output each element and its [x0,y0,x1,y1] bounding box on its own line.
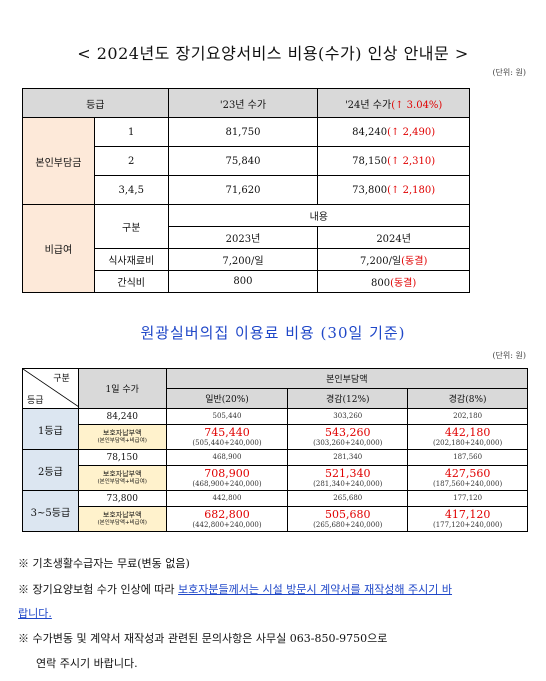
value-2023: 71,620 [167,175,319,205]
increase-rate: (↑ 3.04%) [391,99,443,111]
nonpay-category: 구분 [93,204,169,249]
nonpay-value-2023: 800 [167,270,319,293]
nonpay-header-row: 비급여 구분 내용 [22,204,471,293]
nonpay-value-2023: 7,200/일 [167,248,319,271]
nonpay-item: 간식비 [93,270,169,293]
note-2: ※ 장기요양보험 수가 인상에 따라 보호자분들께서는 시설 방문시 계약서를 … [18,583,453,596]
unit-label: (단위: 원) [492,68,526,77]
base-amount: 202,180 [407,408,528,425]
table-row: 보호자납부액 (본인부담액+비급여) 708,900 (468,900+240,00… [23,465,528,491]
base-amount: 187,560 [407,449,528,466]
daily-fee: 73,800 [77,490,167,507]
col-reduced-12: 경감(12%) [287,388,409,409]
nonpay-row: 식사재료비 7,200/일 7,200/일(동결) [23,248,470,271]
note-2-cont: 랍니다. [18,607,52,620]
table-row: 보호자납부액 (본인부담액+비급여) 745,440 (505,440+240,00… [23,424,528,450]
freeze-note: (동결) [390,278,417,289]
header-2023: '23년 수가 [167,88,319,118]
guardian-pay: 708,900 (468,900+240,000) [165,465,289,491]
note-2-underline: 보호자분들께서는 시설 방문시 계약서를 재작성해 주시기 바 [178,583,453,596]
header-2024: '24년 수가(↑ 3.04%) [317,88,470,118]
guardian-pay: 505,680 (265,680+240,000) [287,506,409,532]
daily-header: 1일 수가 [77,368,167,409]
guardian-label: 보호자납부액 (본인부담액+비급여) [77,424,167,450]
value-2024: 78,150(↑ 2,310) [317,146,470,176]
base-amount: 177,120 [407,490,528,507]
grade-label: 3~5등급 [22,490,79,532]
nonpay-2023: 2023년 [167,226,319,249]
value-2024: 84,240(↑ 2,490) [317,117,470,147]
nonpay-year-row: 2023년 2024년 [23,226,470,249]
nonpay-2024: 2024년 [317,226,470,249]
unit-label: (단위: 원) [492,351,526,360]
guardian-pay: 427,560 (187,560+240,000) [407,465,528,491]
base-amount: 265,680 [287,490,409,507]
daily-fee: 84,240 [77,408,167,425]
corner-top: 구분 [53,374,70,384]
nonpay-item: 식사재료비 [93,248,169,271]
value-2023: 75,840 [167,146,319,176]
daily-fee: 78,150 [77,449,167,466]
note-3: ※ 수가변동 및 계약서 재작성과 관련된 문의사항은 사무실 063-850-… [18,632,388,645]
guardian-label: 보호자납부액 (본인부담액+비급여) [77,506,167,532]
diff: (↑ 2,490) [387,126,436,138]
grade-cell: 2 [93,146,169,176]
guardian-pay: 521,340 (281,340+240,000) [287,465,409,491]
cost-header-row: 구분 등급 1일 수가 본인부담액 [22,368,529,409]
guardian-pay: 543,260 (303,260+240,000) [287,424,409,450]
grade-cell: 1 [93,117,169,147]
base-amount: 281,340 [287,449,409,466]
self-pay-label: 본인부담금 [22,117,95,205]
value-2023: 81,750 [167,117,319,147]
guardian-pay: 745,440 (505,440+240,000) [165,424,289,450]
grade-label: 1등급 [22,408,79,450]
nonpay-row: 간식비 800 800(동결) [23,270,470,293]
note-3-cont: 연락 주시기 바랍니다. [36,657,138,670]
diagonal-line [23,369,79,407]
grade-cell: 3,4,5 [93,175,169,205]
col-reduced-8: 경감(8%) [407,388,528,409]
guardian-pay: 682,800 (442,800+240,000) [165,506,289,532]
value-2024: 73,800(↑ 2,180) [317,175,470,205]
grade-label: 2등급 [22,449,79,491]
fee-table-header: 등급 '23년 수가 '24년 수가(↑ 3.04%) [22,88,470,118]
fee-table: 등급 '23년 수가 '24년 수가(↑ 3.04%) 본인부담금 1 81,7… [22,88,471,293]
cost-table: 구분 등급 1일 수가 본인부담액 일반(20%) 경감(12%) 경감(8%)… [22,368,529,532]
header-grade: 등급 [22,88,169,118]
table-row: 3~5등급 73,800 442,800 265,680 177,120 [22,490,528,532]
nonpay-content: 내용 [167,204,471,227]
self-pay-header: 본인부담액 [165,368,529,389]
nonpay-value-2024: 800(동결) [317,270,470,293]
nonpay-label: 비급여 [22,204,95,293]
table-row: 2등급 78,150 468,900 281,340 187,560 [22,449,528,491]
base-amount: 442,800 [165,490,289,507]
note-1: ※ 기초생활수급자는 무료(변동 없음) [18,557,190,570]
nonpay-value-2024: 7,200/일(동결) [317,248,470,271]
cost-title: 원광실버의집 이용료 비용 (30일 기준) [140,324,406,342]
corner-bottom: 등급 [27,396,44,406]
col-general: 일반(20%) [165,388,289,409]
freeze-note: (동결) [401,256,428,267]
table-row: 1등급 84,240 505,440 303,260 202,180 [22,408,528,450]
corner-cell: 구분 등급 [22,368,79,409]
base-amount: 505,440 [165,408,289,425]
page-title: < 2024년도 장기요양서비스 비용(수가) 인상 안내문 > [77,44,469,63]
base-amount: 468,900 [165,449,289,466]
guardian-pay: 442,180 (202,180+240,000) [407,424,528,450]
cost-subheader-row: 일반(20%) 경감(12%) 경감(8%) [23,388,528,409]
diff: (↑ 2,180) [387,184,436,196]
base-amount: 303,260 [287,408,409,425]
guardian-label: 보호자납부액 (본인부담액+비급여) [77,465,167,491]
guardian-pay: 417,120 (177,120+240,000) [407,506,528,532]
fee-row: 본인부담금 1 81,750 84,240(↑ 2,490) [22,117,470,205]
diff: (↑ 2,310) [387,155,436,167]
table-row: 보호자납부액 (본인부담액+비급여) 682,800 (442,800+240,00… [23,506,528,532]
